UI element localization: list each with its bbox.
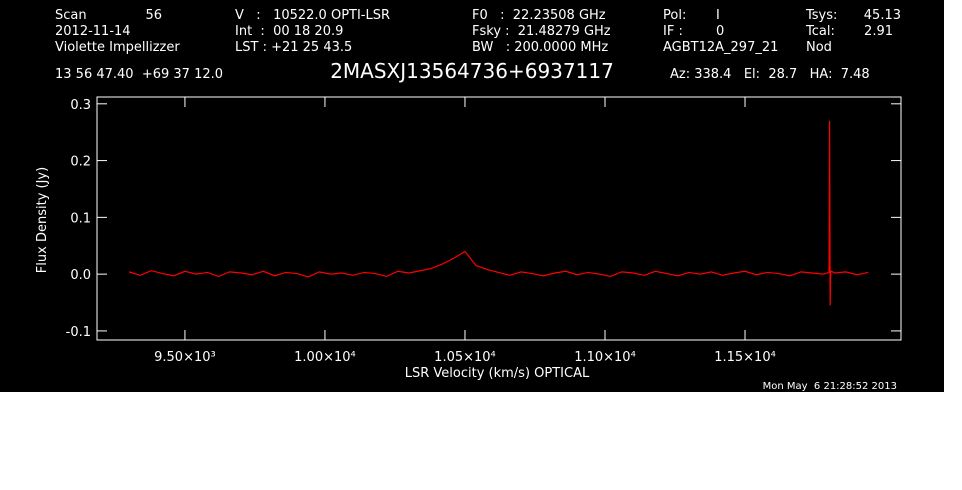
x-tick-label: 1.05×10⁴ bbox=[434, 350, 496, 365]
y-tick-label: 0.3 bbox=[70, 98, 91, 113]
header-text: Nod bbox=[806, 40, 832, 55]
header-text: I bbox=[716, 8, 720, 23]
y-tick-label: 0.2 bbox=[70, 155, 91, 170]
header-text: Tcal: bbox=[805, 24, 835, 39]
header-text: 0 bbox=[716, 24, 724, 39]
timestamp: Mon May 6 21:28:52 2013 bbox=[763, 381, 897, 392]
header-text: Int : 00 18 20.9 bbox=[235, 24, 343, 39]
header-text: Violette Impellizzer bbox=[55, 40, 180, 55]
header-text: V : 10522.0 OPTI-LSR bbox=[235, 8, 390, 23]
header-text: Scan bbox=[55, 8, 87, 23]
y-tick-label: -0.1 bbox=[66, 325, 91, 340]
header-text: Tsys: bbox=[805, 8, 837, 23]
header-text: 2.91 bbox=[864, 24, 893, 39]
header-text: 45.13 bbox=[864, 8, 901, 23]
y-axis-label: Flux Density (Jy) bbox=[35, 167, 50, 273]
header-text: F0 : 22.23508 GHz bbox=[472, 8, 606, 23]
x-tick-label: 1.00×10⁴ bbox=[294, 350, 356, 365]
y-tick-label: 0.1 bbox=[70, 211, 91, 226]
header-text: LST : +21 25 43.5 bbox=[235, 40, 352, 55]
header-text: IF : bbox=[663, 24, 683, 39]
header-text: 2012-11-14 bbox=[55, 24, 131, 39]
coordinates: 13 56 47.40 +69 37 12.0 bbox=[55, 67, 223, 82]
header-text: Pol: bbox=[663, 8, 686, 23]
header-text: BW : 200.0000 MHz bbox=[472, 40, 608, 55]
spectrum-line bbox=[128, 120, 869, 306]
x-tick-label: 1.10×10⁴ bbox=[574, 350, 636, 365]
pointing: Az: 338.4 El: 28.7 HA: 7.48 bbox=[670, 67, 870, 82]
axes-frame bbox=[96, 96, 902, 341]
plot-background bbox=[0, 0, 944, 392]
x-axis-label: LSR Velocity (km/s) OPTICAL bbox=[405, 366, 590, 381]
y-tick-label: 0.0 bbox=[70, 268, 91, 283]
x-tick-label: 1.15×10⁴ bbox=[714, 350, 776, 365]
header-text: Fsky : 21.48279 GHz bbox=[472, 24, 611, 39]
header-text: 56 bbox=[145, 8, 162, 23]
header-text: AGBT12A_297_21 bbox=[663, 40, 778, 55]
chart-title: 2MASXJ13564736+6937117 bbox=[330, 59, 614, 83]
x-tick-label: 9.50×10³ bbox=[154, 350, 216, 365]
